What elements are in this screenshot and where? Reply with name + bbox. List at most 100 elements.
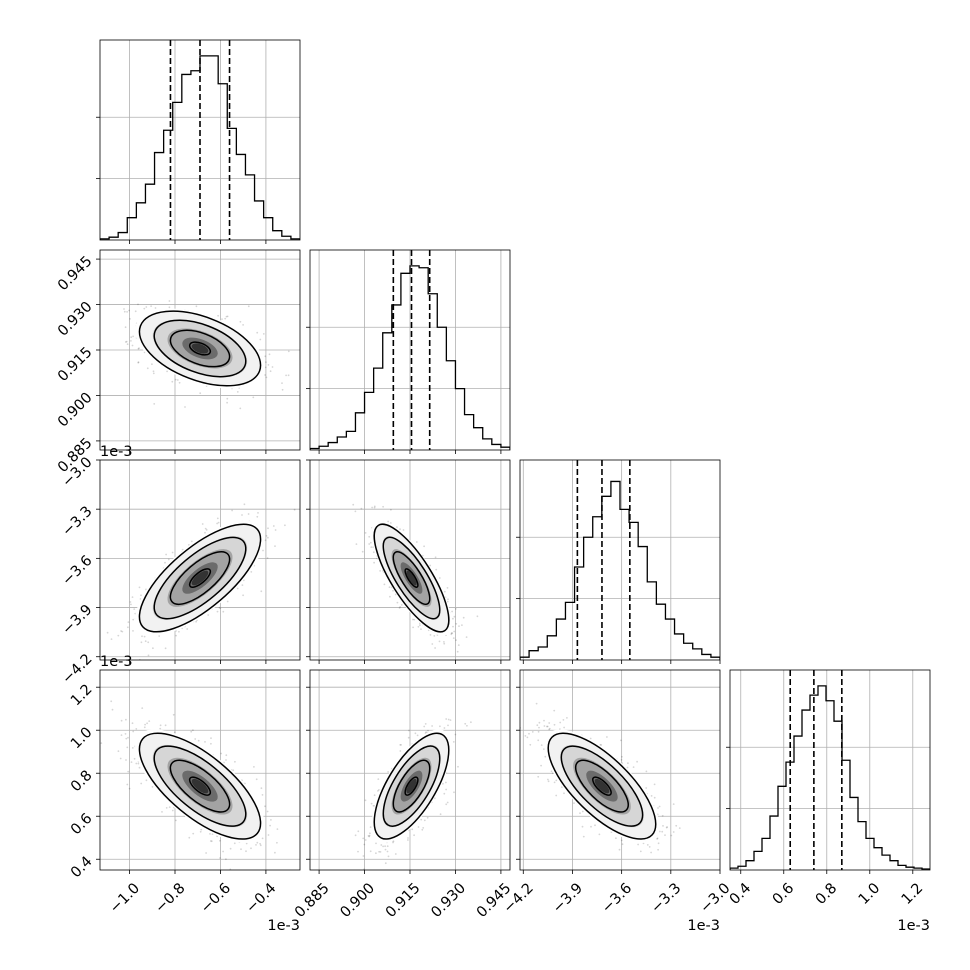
- sample-point: [192, 832, 195, 835]
- sample-point: [204, 531, 206, 534]
- sample-point: [368, 834, 371, 837]
- sample-point: [266, 810, 269, 813]
- sample-point: [276, 871, 278, 873]
- sample-point: [221, 318, 223, 320]
- sample-point: [367, 835, 370, 837]
- histogram-1: [310, 265, 510, 450]
- contour-2: [169, 759, 231, 813]
- sample-point: [209, 840, 212, 842]
- sample-point: [126, 311, 128, 313]
- sample-point: [261, 837, 264, 840]
- sample-point: [450, 633, 453, 636]
- contour-2: [169, 551, 231, 606]
- sample-point: [111, 708, 114, 711]
- sample-point: [656, 837, 659, 840]
- sample-point: [431, 643, 434, 645]
- sample-point: [369, 541, 372, 544]
- sample-point: [434, 556, 437, 559]
- sample-point: [362, 855, 365, 857]
- sample-point: [447, 598, 449, 601]
- sample-point: [159, 727, 162, 730]
- sample-point: [158, 635, 161, 637]
- sample-point: [399, 744, 402, 746]
- sample-point: [226, 315, 229, 318]
- sample-point: [135, 728, 138, 730]
- sample-point: [222, 610, 225, 613]
- sample-point: [373, 506, 376, 509]
- sample-point: [178, 630, 180, 633]
- sample-point: [245, 850, 247, 853]
- sample-point: [452, 617, 454, 620]
- contour-0: [138, 732, 262, 840]
- sample-point: [250, 571, 253, 573]
- sample-point: [451, 610, 453, 613]
- sample-point: [217, 314, 220, 317]
- sample-point: [423, 725, 426, 728]
- sample-point: [233, 842, 236, 845]
- sample-point: [140, 594, 142, 597]
- sample-point: [449, 719, 452, 721]
- sample-point: [130, 340, 132, 342]
- sample-point: [354, 834, 357, 837]
- sample-point: [416, 734, 419, 737]
- sample-point: [387, 520, 389, 523]
- sample-point: [253, 766, 255, 768]
- sample-point: [423, 819, 426, 822]
- sample-point: [368, 835, 371, 838]
- sample-point: [239, 407, 242, 410]
- sample-point: [369, 832, 371, 835]
- sample-point: [656, 838, 658, 840]
- sample-point: [262, 333, 265, 335]
- sample-point: [470, 721, 472, 724]
- sample-point: [216, 610, 219, 613]
- sample-point: [412, 626, 414, 629]
- contour-3: [188, 568, 212, 588]
- sample-point: [450, 632, 453, 635]
- sample-point: [131, 596, 134, 598]
- sample-point: [555, 794, 558, 797]
- sample-point: [360, 507, 363, 510]
- sample-point: [229, 847, 232, 850]
- sample-point: [124, 326, 127, 329]
- sample-point: [389, 522, 392, 524]
- contour-3: [404, 776, 419, 796]
- sample-point: [146, 722, 149, 725]
- contour-0: [138, 523, 262, 633]
- sample-point: [368, 543, 371, 545]
- sample-point: [199, 392, 202, 395]
- sample-point: [379, 570, 381, 572]
- sample-point: [274, 529, 277, 531]
- sample-point: [465, 636, 468, 638]
- sample-point: [457, 765, 459, 768]
- sample-point: [364, 839, 367, 841]
- sample-point: [543, 725, 546, 727]
- sample-point: [247, 513, 250, 515]
- sample-point: [264, 539, 267, 542]
- sample-point: [442, 782, 444, 785]
- contour-3: [188, 341, 212, 356]
- sample-point: [145, 779, 148, 782]
- sample-point: [241, 584, 244, 586]
- sample-point: [190, 730, 193, 733]
- sample-point: [384, 862, 387, 865]
- sample-point: [186, 628, 189, 630]
- sample-point: [452, 637, 455, 639]
- sample-point: [130, 761, 133, 763]
- panel-frame: [99, 249, 301, 451]
- sample-point: [137, 361, 140, 364]
- sample-point: [259, 338, 262, 341]
- sample-point: [264, 366, 267, 369]
- sample-point: [184, 406, 186, 408]
- sample-point: [377, 790, 379, 792]
- sample-point: [242, 324, 245, 326]
- sample-point: [265, 535, 268, 537]
- sample-point: [559, 721, 562, 724]
- sample-point: [232, 769, 235, 772]
- density-level-5: [406, 570, 417, 586]
- contour-0: [373, 732, 450, 840]
- sample-point: [110, 638, 113, 640]
- sample-point: [267, 536, 269, 539]
- sample-point: [274, 851, 276, 854]
- sample-point: [429, 634, 432, 636]
- sample-point: [240, 848, 242, 851]
